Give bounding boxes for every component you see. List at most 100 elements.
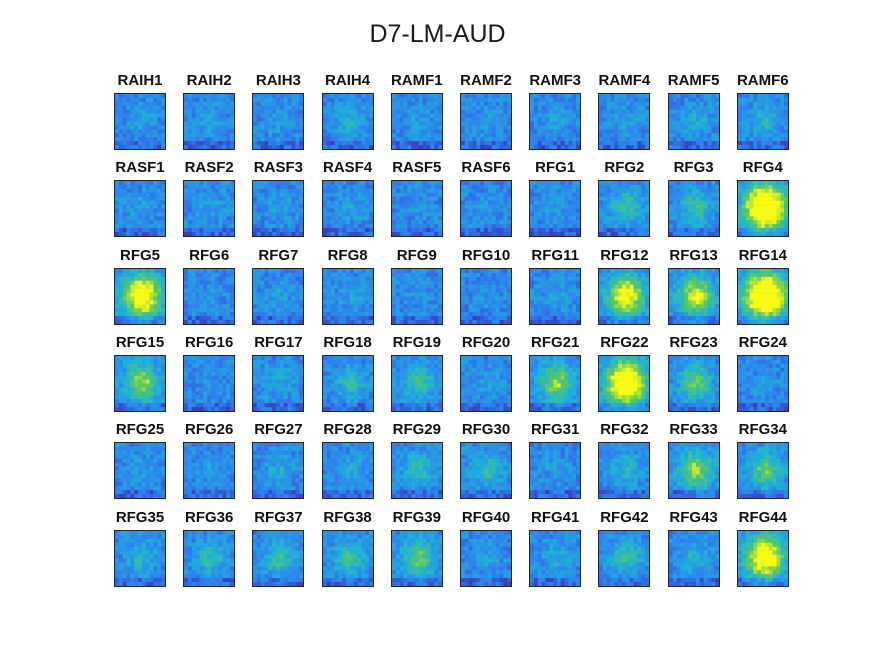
heatmap-cell	[472, 109, 477, 114]
heatmap-cell	[530, 101, 535, 106]
heatmap-cell	[576, 216, 581, 221]
heatmap-cell	[699, 97, 704, 103]
heatmap-cell	[341, 94, 346, 99]
heatmap-cell	[391, 145, 396, 149]
heatmap-cell	[134, 280, 139, 285]
heatmap-cell	[537, 197, 542, 202]
heatmap-cell	[407, 137, 412, 142]
heatmap-cell	[391, 303, 396, 309]
heatmap-cell	[280, 303, 285, 309]
heatmap-cell	[264, 129, 269, 134]
heatmap-cell	[191, 204, 196, 209]
heatmap-cell	[422, 133, 427, 138]
heatmap-cell	[264, 272, 269, 277]
heatmap-cell	[291, 189, 296, 194]
heatmap-cell	[141, 117, 146, 122]
heatmap-cell	[403, 268, 408, 273]
heatmap-cell	[537, 288, 542, 293]
heatmap-cell	[134, 296, 139, 301]
heatmap-cell	[407, 94, 412, 99]
heatmap-cell	[507, 189, 511, 194]
heatmap-cell	[264, 311, 269, 316]
heatmap-cell	[499, 197, 504, 202]
heatmap-cell	[341, 315, 346, 320]
heatmap-cell	[391, 97, 396, 103]
heatmap-image	[461, 268, 511, 324]
heatmap-cell	[572, 121, 577, 126]
heatmap-cell	[499, 133, 504, 138]
heatmap-cell	[572, 315, 577, 320]
heatmap-cell	[741, 185, 746, 190]
heatmap-cell	[353, 197, 358, 202]
heatmap-cell	[757, 189, 762, 194]
heatmap-cell	[545, 224, 550, 229]
heatmap-cell	[257, 204, 262, 209]
heatmap-cell	[118, 220, 123, 225]
heatmap-cell	[703, 220, 708, 225]
heatmap-cell	[191, 212, 196, 217]
heatmap-cell	[138, 94, 143, 99]
heatmap-cell	[572, 224, 577, 229]
heatmap-cell	[737, 189, 742, 194]
heatmap-cell	[461, 105, 466, 110]
heatmap-cell	[637, 216, 642, 221]
heatmap-cell	[288, 200, 293, 206]
heatmap-cell	[668, 121, 673, 126]
heatmap-cell	[607, 216, 612, 221]
heatmap-cell	[626, 113, 631, 118]
heatmap-cell	[122, 121, 127, 126]
heatmap-cell	[564, 121, 569, 126]
heatmap-cell	[418, 137, 423, 142]
heatmap-cell	[145, 133, 150, 138]
heatmap-cell	[499, 288, 504, 293]
heatmap-cell	[191, 113, 196, 118]
heatmap-cell	[622, 181, 627, 186]
heatmap-cell	[284, 268, 289, 273]
heatmap-cell	[426, 284, 431, 289]
heatmap-cell	[610, 189, 615, 194]
heatmap-cell	[115, 97, 120, 103]
heatmap-cell	[153, 125, 158, 130]
heatmap-cell	[491, 189, 496, 194]
heatmap-cell	[468, 185, 473, 190]
heatmap-cell	[503, 197, 508, 202]
heatmap-image	[253, 94, 304, 149]
heatmap-cell	[299, 212, 304, 217]
heatmap-cell	[495, 296, 500, 301]
heatmap-cell	[645, 145, 650, 149]
heatmap-cell	[764, 113, 769, 118]
heatmap-cell	[553, 212, 558, 217]
heatmap-cell	[253, 101, 258, 106]
heatmap-cell	[764, 228, 769, 233]
heatmap-cell	[222, 288, 227, 293]
heatmap-cell	[326, 212, 331, 217]
heatmap-cell	[345, 181, 350, 186]
heatmap-cell	[537, 101, 542, 106]
heatmap-cell	[780, 105, 785, 110]
heatmap-cell	[683, 228, 689, 233]
heatmap-cell	[641, 145, 646, 149]
heatmap-cell	[491, 272, 496, 277]
heatmap-cell	[672, 232, 677, 237]
heatmap-cell	[115, 133, 120, 138]
heatmap-cell	[214, 109, 219, 114]
heatmap-cell	[549, 197, 554, 202]
heatmap-cell	[145, 105, 150, 110]
heatmap-cell	[211, 133, 216, 138]
heatmap-cell	[426, 307, 431, 313]
heatmap-cell	[288, 216, 293, 221]
heatmap-cell	[599, 197, 604, 202]
heatmap-cell	[268, 125, 273, 130]
heatmap-cell	[184, 292, 189, 297]
heatmap-cell	[668, 137, 673, 142]
heatmap-cell	[157, 141, 162, 146]
heatmap-cell	[476, 319, 481, 324]
heatmap-cell	[414, 292, 419, 297]
heatmap-cell	[491, 212, 496, 217]
heatmap-cell	[295, 300, 300, 305]
heatmap-cell	[122, 117, 127, 122]
heatmap-cell	[284, 121, 289, 126]
heatmap-cell	[322, 272, 327, 277]
heatmap-cell	[226, 200, 231, 206]
heatmap-cell	[257, 141, 262, 146]
